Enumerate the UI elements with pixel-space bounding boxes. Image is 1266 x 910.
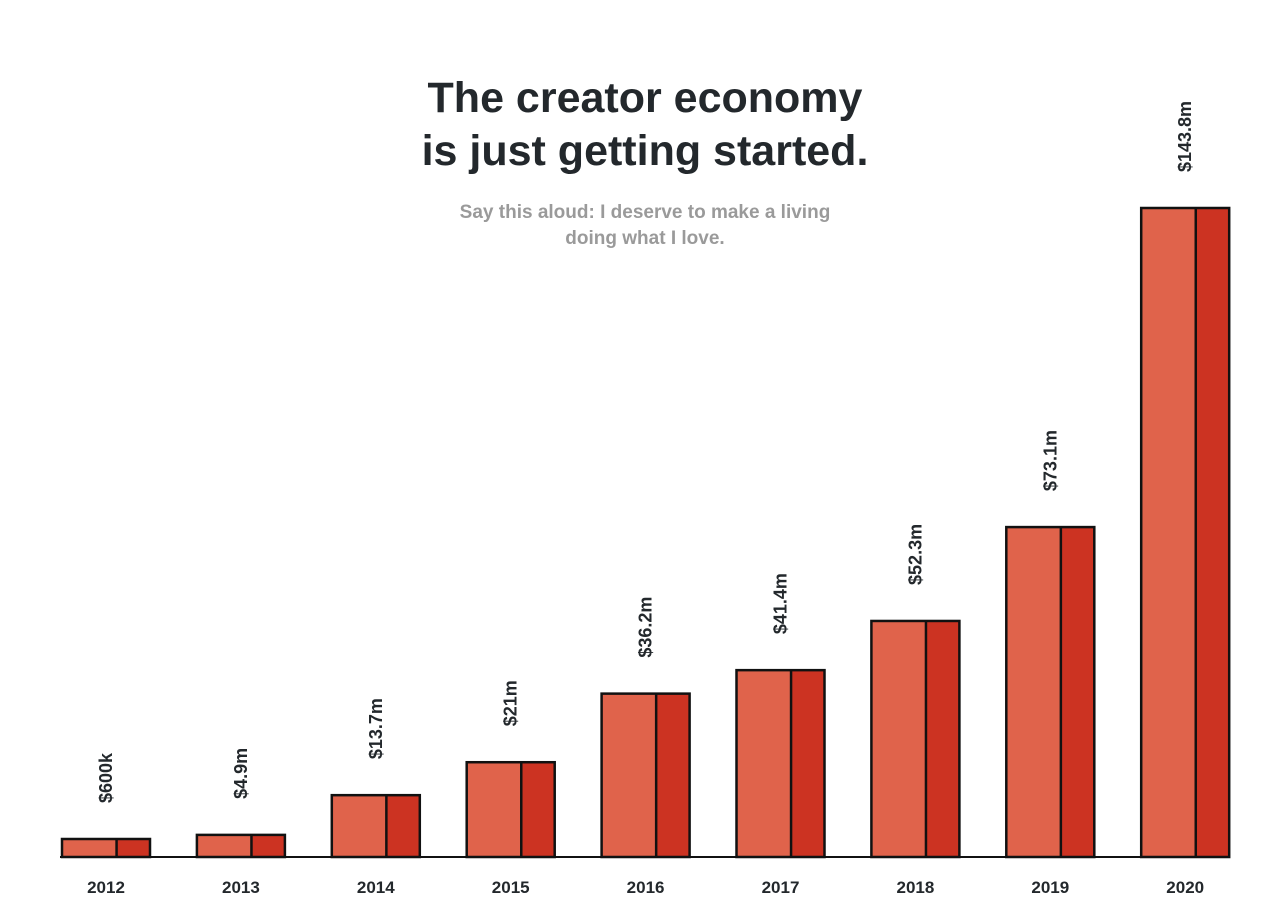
bar-front-2020 bbox=[1141, 208, 1196, 857]
bar-outline-2019 bbox=[1005, 525, 1096, 859]
bar-outline-2017 bbox=[735, 668, 826, 859]
bar-2019 bbox=[1005, 525, 1096, 859]
bar-side-2018 bbox=[925, 620, 960, 857]
chart-title: The creator economy is just getting star… bbox=[422, 74, 869, 175]
bar-2015 bbox=[465, 760, 556, 859]
bar-outline-2015 bbox=[465, 760, 556, 859]
bar-outline-2016 bbox=[600, 692, 691, 859]
bar-side-2017 bbox=[791, 670, 825, 857]
bar-outline-2013 bbox=[195, 833, 287, 859]
data-label-2020: $143.8m bbox=[1175, 101, 1195, 172]
x-tick-label-2012: 2012 bbox=[87, 878, 125, 897]
data-label-2018: $52.3m bbox=[905, 524, 925, 585]
bar-outline-2020 bbox=[1139, 206, 1231, 859]
bar-front-2019 bbox=[1006, 527, 1061, 857]
bar-2014 bbox=[330, 793, 422, 859]
bar-2016 bbox=[600, 692, 691, 859]
bar-front-2017 bbox=[736, 670, 792, 857]
bar-front-2015 bbox=[466, 762, 522, 857]
bar-side-2013 bbox=[251, 834, 285, 857]
bar-2013 bbox=[195, 833, 287, 859]
bar-front-2014 bbox=[331, 795, 387, 857]
bar-front-2012 bbox=[62, 839, 117, 857]
x-tick-label-2017: 2017 bbox=[762, 878, 800, 897]
x-tick-label-2015: 2015 bbox=[492, 878, 530, 897]
data-label-2016: $36.2m bbox=[636, 597, 656, 658]
data-label-2014: $13.7m bbox=[366, 698, 386, 759]
bar-outline-2012 bbox=[60, 837, 152, 859]
bar-front-2018 bbox=[871, 620, 926, 857]
bar-side-2014 bbox=[386, 795, 420, 857]
bar-front-2013 bbox=[196, 834, 252, 857]
chart-subtitle-line-2: doing what I love. bbox=[565, 228, 724, 249]
data-label-2015: $21m bbox=[501, 680, 521, 726]
chart-subtitle: Say this aloud: I deserve to make a livi… bbox=[460, 202, 831, 249]
bar-side-2015 bbox=[521, 762, 555, 857]
bar-side-2020 bbox=[1195, 208, 1230, 857]
chart-subtitle-line-1: Say this aloud: I deserve to make a livi… bbox=[460, 202, 831, 223]
x-tick-label-2013: 2013 bbox=[222, 878, 260, 897]
bar-outline-2014 bbox=[330, 793, 422, 859]
data-label-2012: $600k bbox=[96, 752, 116, 803]
bar-2017 bbox=[735, 668, 826, 859]
bar-side-2012 bbox=[116, 839, 150, 857]
x-tick-label-2016: 2016 bbox=[627, 878, 665, 897]
data-label-2013: $4.9m bbox=[231, 748, 251, 799]
x-tick-label-2014: 2014 bbox=[357, 878, 395, 897]
bars-group bbox=[60, 206, 1231, 859]
bar-outline-2018 bbox=[870, 619, 961, 859]
x-tick-label-2019: 2019 bbox=[1031, 878, 1069, 897]
bar-side-2016 bbox=[656, 693, 690, 857]
bar-side-2019 bbox=[1060, 527, 1095, 857]
labels-group: 2012 $600k 2013 $4.9m 2014 $13.7m 2015 $21m 2016… bbox=[87, 101, 1204, 897]
bar-2018 bbox=[870, 619, 961, 859]
bar-2012 bbox=[60, 837, 152, 859]
chart-title-line-1: The creator economy bbox=[428, 74, 863, 122]
bar-2020 bbox=[1139, 206, 1231, 859]
bar-front-2016 bbox=[601, 693, 657, 857]
x-tick-label-2020: 2020 bbox=[1166, 878, 1204, 897]
x-tick-label-2018: 2018 bbox=[896, 878, 934, 897]
chart-title-line-2: is just getting started. bbox=[422, 127, 869, 175]
data-label-2017: $41.4m bbox=[771, 573, 791, 634]
data-label-2019: $73.1m bbox=[1040, 430, 1060, 491]
